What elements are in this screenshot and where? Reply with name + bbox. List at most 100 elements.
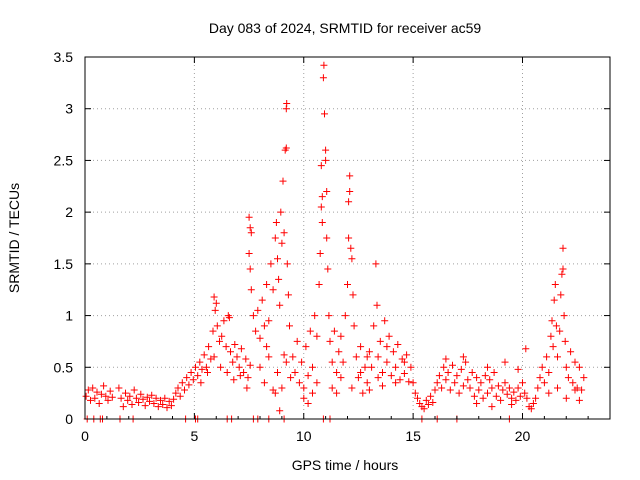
data-point bbox=[548, 317, 556, 325]
data-point bbox=[370, 322, 378, 330]
data-point bbox=[282, 144, 290, 152]
data-point bbox=[246, 224, 254, 232]
data-point bbox=[345, 234, 353, 242]
data-point bbox=[176, 392, 184, 400]
data-point bbox=[229, 358, 237, 366]
data-point bbox=[187, 369, 195, 376]
data-point bbox=[287, 374, 295, 382]
data-point bbox=[514, 365, 522, 373]
data-point bbox=[317, 162, 325, 170]
data-point bbox=[128, 401, 136, 408]
data-point bbox=[189, 376, 197, 384]
data-point bbox=[497, 396, 505, 404]
data-point bbox=[508, 401, 516, 408]
ticks-layer: 0 0.5 1 1.5 2 2.5 3 3.5 0 5 10 15 20 bbox=[54, 49, 610, 444]
data-point bbox=[429, 399, 437, 406]
data-point bbox=[339, 358, 347, 366]
data-point bbox=[300, 384, 308, 392]
data-point bbox=[91, 394, 99, 402]
data-point bbox=[516, 392, 524, 400]
data-point bbox=[300, 394, 308, 402]
data-point bbox=[192, 363, 199, 371]
data-point bbox=[100, 382, 108, 390]
data-point bbox=[291, 369, 299, 376]
x-tick-label: 10 bbox=[296, 428, 312, 444]
data-point bbox=[230, 376, 238, 384]
x-tick-label: 15 bbox=[405, 428, 421, 444]
x-axis-title: GPS time / hours bbox=[292, 457, 399, 473]
data-point bbox=[387, 372, 395, 380]
data-point bbox=[231, 341, 239, 348]
data-point bbox=[313, 332, 321, 340]
data-point bbox=[337, 332, 345, 340]
data-point bbox=[470, 392, 478, 400]
data-point bbox=[475, 386, 483, 394]
data-point bbox=[438, 384, 446, 392]
data-point bbox=[499, 386, 507, 394]
data-point bbox=[240, 369, 248, 376]
data-point bbox=[354, 374, 362, 382]
data-point bbox=[148, 391, 156, 399]
data-point bbox=[494, 382, 502, 390]
data-point bbox=[348, 384, 356, 392]
data-point bbox=[522, 345, 530, 353]
data-point bbox=[365, 348, 373, 356]
data-point bbox=[322, 146, 330, 154]
data-point bbox=[194, 372, 202, 380]
data-point bbox=[265, 353, 273, 361]
data-point bbox=[529, 400, 537, 407]
data-point bbox=[383, 343, 391, 351]
data-point bbox=[561, 337, 569, 345]
data-point bbox=[93, 388, 101, 396]
data-point bbox=[361, 363, 369, 371]
data-point bbox=[532, 394, 540, 402]
data-point bbox=[368, 363, 376, 371]
data-point bbox=[363, 379, 371, 387]
data-point bbox=[446, 386, 454, 394]
data-point bbox=[174, 384, 182, 392]
data-point bbox=[552, 322, 560, 330]
data-point bbox=[569, 379, 577, 387]
data-point bbox=[554, 384, 561, 392]
y-tick-label: 3.5 bbox=[54, 49, 74, 65]
data-point bbox=[333, 389, 341, 397]
data-point bbox=[374, 374, 382, 382]
data-point bbox=[274, 255, 281, 263]
data-point bbox=[135, 399, 143, 406]
data-point bbox=[442, 355, 450, 363]
data-point bbox=[210, 353, 218, 361]
data-point bbox=[298, 358, 306, 366]
data-point bbox=[444, 369, 452, 376]
data-point bbox=[157, 396, 164, 404]
data-point bbox=[558, 270, 566, 278]
data-point bbox=[514, 384, 522, 392]
data-point bbox=[233, 353, 241, 361]
data-point bbox=[247, 229, 255, 237]
data-point bbox=[379, 382, 386, 390]
data-point bbox=[278, 384, 286, 392]
data-point bbox=[324, 265, 332, 273]
y-tick-label: 3 bbox=[65, 101, 73, 117]
data-point bbox=[258, 296, 266, 304]
data-point bbox=[359, 389, 367, 397]
data-point bbox=[315, 281, 323, 288]
data-point bbox=[508, 394, 516, 402]
data-point bbox=[84, 386, 92, 394]
data-point bbox=[265, 317, 273, 325]
data-point bbox=[237, 345, 245, 353]
data-point bbox=[414, 394, 421, 402]
data-point bbox=[97, 390, 105, 398]
data-point bbox=[280, 229, 288, 237]
data-point bbox=[473, 400, 481, 407]
x-tick-label: 0 bbox=[81, 428, 89, 444]
data-point bbox=[479, 394, 487, 402]
data-point bbox=[223, 369, 231, 376]
y-tick-label: 0 bbox=[65, 411, 73, 427]
data-point bbox=[108, 393, 116, 401]
data-point bbox=[185, 381, 193, 389]
data-point bbox=[381, 317, 389, 325]
data-point bbox=[549, 343, 557, 351]
data-point bbox=[213, 322, 221, 330]
data-point bbox=[554, 353, 561, 361]
data-point bbox=[309, 363, 316, 371]
